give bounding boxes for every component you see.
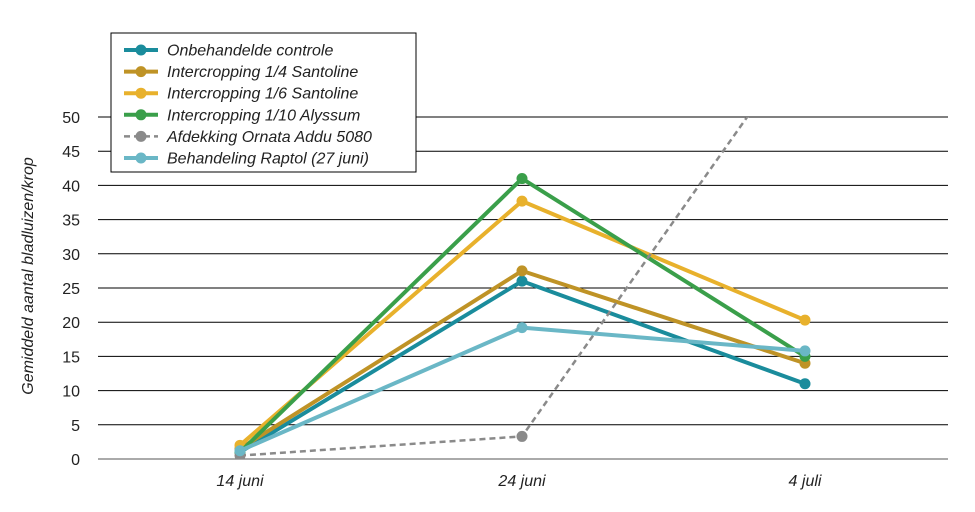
y-tick-label: 25	[62, 281, 80, 298]
legend-marker	[135, 44, 147, 56]
legend-label: Intercropping 1/4 Santoline	[167, 64, 358, 81]
y-tick-label: 0	[71, 452, 80, 469]
data-point	[516, 195, 528, 207]
data-point	[516, 275, 528, 287]
y-axis-label: Gemiddeld aantal bladluizen/krop	[20, 157, 37, 395]
y-tick-label: 5	[71, 418, 80, 435]
legend-marker	[135, 87, 147, 99]
legend-label: Onbehandelde controle	[167, 43, 333, 60]
y-tick-label: 35	[62, 213, 80, 230]
x-axis-ticks: 14 juni 24 juni 4 juli	[216, 473, 821, 490]
legend-marker	[135, 109, 147, 121]
legend: Onbehandelde controle Intercropping 1/4 S…	[110, 32, 417, 173]
series-line	[238, 279, 806, 454]
series-line	[238, 268, 806, 451]
series-group	[234, 29, 811, 459]
legend-box	[110, 32, 417, 173]
data-point	[516, 430, 528, 442]
y-axis-ticks: 0 5 10 15 20 25 30 35 40 45 50	[62, 110, 80, 469]
y-tick-label: 20	[62, 315, 80, 332]
legend-label: Intercropping 1/6 Santoline	[167, 86, 358, 103]
legend-marker	[135, 130, 147, 142]
x-tick-label: 14 juni	[216, 473, 264, 490]
data-point	[234, 445, 246, 457]
legend-label: Behandeling Raptol (27 juni)	[167, 151, 369, 168]
data-point	[516, 173, 528, 185]
y-tick-label: 15	[62, 349, 80, 366]
legend-marker	[135, 152, 147, 164]
y-tick-label: 45	[62, 144, 80, 161]
data-point	[800, 29, 811, 40]
legend-label: Intercropping 1/10 Alyssum	[167, 107, 360, 124]
y-tick-label: 10	[62, 384, 80, 401]
y-tick-label: 40	[62, 178, 80, 195]
legend-marker	[135, 66, 147, 78]
data-point	[799, 345, 811, 357]
data-point	[799, 378, 811, 390]
y-tick-label: 30	[62, 247, 80, 264]
x-tick-label: 24 juni	[497, 473, 546, 490]
data-point	[516, 265, 528, 277]
legend-label: Afdekking Ornata Addu 5080	[166, 129, 372, 146]
y-tick-label: 50	[62, 110, 80, 127]
data-point	[799, 314, 811, 326]
x-tick-label: 4 juli	[789, 473, 822, 490]
data-point	[516, 322, 528, 334]
